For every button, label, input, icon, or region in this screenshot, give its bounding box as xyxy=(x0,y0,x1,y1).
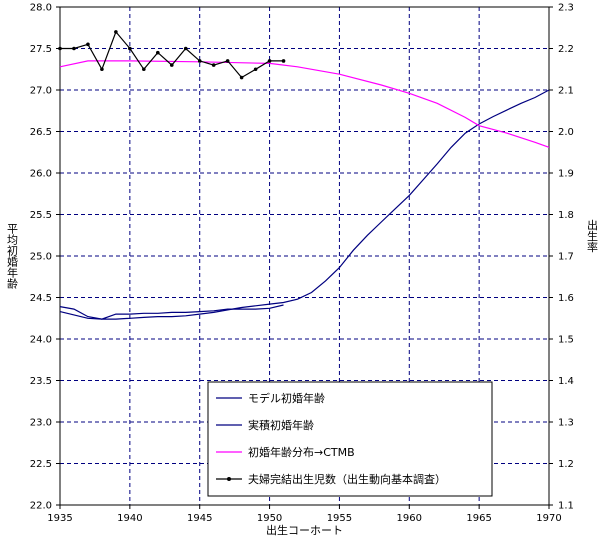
series-point-4 xyxy=(253,67,258,72)
series-point-4 xyxy=(281,59,286,63)
series-point-4 xyxy=(239,75,244,80)
legend-label-3: 初婚年齢分布→CTMB xyxy=(248,445,355,459)
x-tick-label: 1955 xyxy=(327,513,352,524)
y-right-tick-label: 1.4 xyxy=(558,376,574,387)
x-axis-title: 出生コーホート xyxy=(266,523,343,537)
y-left-tick-label: 25.5 xyxy=(30,210,52,221)
y-left-tick-label: 24.5 xyxy=(30,293,52,304)
series-point-4 xyxy=(225,59,230,63)
y-left-tick-label: 22.0 xyxy=(30,501,52,512)
y-left-tick-label: 25.0 xyxy=(30,252,52,263)
x-tick-label: 1960 xyxy=(397,513,422,524)
series-point-4 xyxy=(128,46,132,51)
y-left-tick-label: 23.5 xyxy=(30,376,52,387)
x-tick-label: 1965 xyxy=(466,513,491,524)
series-point-4 xyxy=(142,67,146,72)
y-left-tick-label: 26.0 xyxy=(30,169,52,180)
x-tick-label: 1940 xyxy=(117,513,142,524)
series-point-4 xyxy=(197,59,202,63)
legend-marker-4 xyxy=(227,477,231,481)
series-point-4 xyxy=(86,42,90,47)
series-point-4 xyxy=(58,46,62,51)
series-point-4 xyxy=(114,30,118,34)
y-right-tick-label: 2.3 xyxy=(558,3,574,14)
legend-label-2: 実積初婚年齢 xyxy=(248,418,314,432)
legend-box xyxy=(207,381,493,497)
y-right-tick-label: 2.2 xyxy=(558,44,574,55)
y-right-tick-label: 1.1 xyxy=(558,501,574,512)
legend-label-1: モデル初婚年齢 xyxy=(248,391,325,405)
y-right-tick-label: 1.6 xyxy=(558,293,574,304)
y-right-tick-label: 1.5 xyxy=(558,335,574,346)
series-point-4 xyxy=(169,63,174,67)
series-point-4 xyxy=(211,63,216,67)
y-left-tick-label: 24.0 xyxy=(30,335,52,346)
x-tick-label: 1950 xyxy=(257,513,282,524)
y-right-tick-label: 1.7 xyxy=(558,252,574,263)
y-right-axis-title: 出生率 xyxy=(586,218,599,253)
y-right-tick-label: 1.3 xyxy=(558,418,574,429)
x-tick-label: 1970 xyxy=(536,513,561,524)
y-right-tick-label: 1.2 xyxy=(558,459,574,470)
series-line-3 xyxy=(59,60,550,148)
x-tick-label: 1945 xyxy=(187,513,212,524)
x-tick-label: 1935 xyxy=(47,513,72,524)
y-right-tick-label: 1.8 xyxy=(558,210,574,221)
y-right-tick-label: 1.9 xyxy=(558,169,574,180)
y-left-tick-label: 27.0 xyxy=(30,86,52,97)
y-left-tick-label: 23.0 xyxy=(30,418,52,429)
y-left-tick-label: 22.5 xyxy=(30,459,52,470)
series-point-4 xyxy=(183,46,188,51)
y-right-tick-label: 2.1 xyxy=(558,86,574,97)
series-point-4 xyxy=(156,50,160,55)
legend-label-4: 夫婦完結出生児数（出生動向基本調査） xyxy=(248,472,446,486)
series-point-4 xyxy=(267,59,272,63)
y-left-tick-label: 28.0 xyxy=(30,3,52,14)
y-left-tick-label: 27.5 xyxy=(30,44,52,55)
series-line-2 xyxy=(59,304,284,320)
series-point-4 xyxy=(72,46,76,51)
y-left-tick-label: 26.5 xyxy=(30,127,52,138)
series-point-4 xyxy=(100,67,104,72)
y-left-axis-title: 平均初婚年齢 xyxy=(6,223,19,290)
series-line-1 xyxy=(59,89,550,320)
y-right-tick-label: 2.0 xyxy=(558,127,574,138)
